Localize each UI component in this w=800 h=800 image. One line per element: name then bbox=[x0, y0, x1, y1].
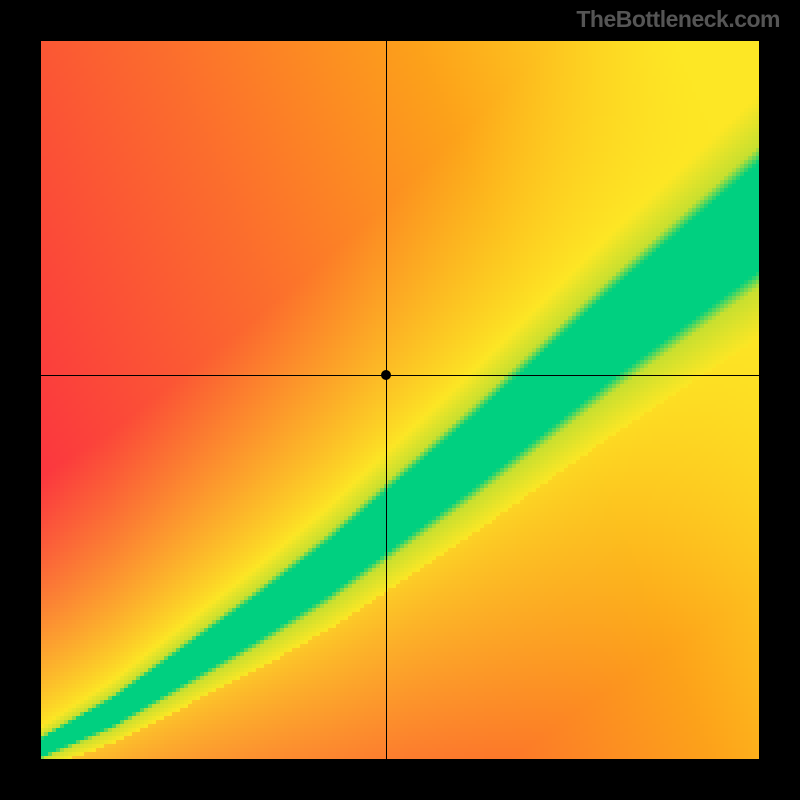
heatmap-plot bbox=[40, 40, 760, 760]
watermark-text: TheBottleneck.com bbox=[576, 6, 780, 33]
marker-dot bbox=[381, 370, 391, 380]
heatmap-canvas bbox=[40, 40, 760, 760]
crosshair-vertical bbox=[386, 40, 387, 760]
crosshair-horizontal bbox=[40, 375, 760, 376]
page-root: TheBottleneck.com bbox=[0, 0, 800, 800]
